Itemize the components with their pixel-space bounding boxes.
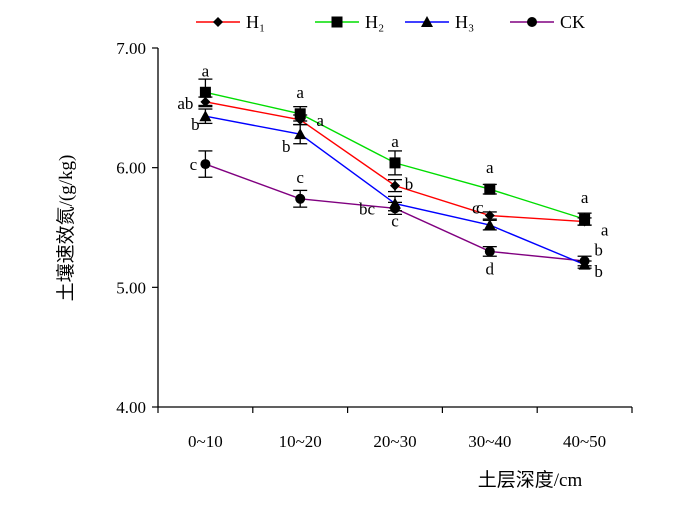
x-tick-label: 10~20 (279, 432, 322, 451)
significance-letter: bc (359, 199, 376, 218)
data-point-square (199, 86, 211, 98)
x-tick-label: 30~40 (468, 432, 511, 451)
legend-item-3: H₃ (405, 12, 474, 32)
data-point-triangle (199, 110, 212, 122)
y-tick-label: 4.00 (116, 398, 146, 417)
significance-letter: a (486, 158, 494, 177)
legend-label: H₁ (246, 12, 265, 32)
data-point-triangle (483, 219, 496, 231)
series-layer (198, 78, 592, 270)
legend-label: H₂ (365, 12, 384, 32)
significance-letter: c (472, 199, 480, 218)
y-axis-title: 土壤速效氮/(g/kg) (55, 155, 77, 302)
significance-letter: c (190, 155, 198, 174)
significance-letter: ab (177, 94, 193, 113)
data-point-triangle (421, 16, 433, 27)
y-tick-label: 7.00 (116, 39, 146, 58)
significance-letter: b (282, 137, 291, 156)
significance-letter: a (581, 188, 589, 207)
significance-letter: a (316, 111, 324, 130)
data-point-square (389, 157, 401, 169)
x-tick-label: 40~50 (563, 432, 606, 451)
significance-letter: a (202, 61, 210, 80)
x-tick-label: 0~10 (188, 432, 223, 451)
significance-letter: d (486, 259, 495, 278)
significance-letter: b (594, 262, 603, 281)
data-point-circle (200, 159, 211, 170)
significance-letter: a (601, 221, 609, 240)
data-point-square (331, 16, 343, 28)
legend-label: H₃ (455, 12, 474, 32)
data-point-diamond (213, 17, 223, 27)
significance-letter: a (296, 83, 304, 102)
significance-letter: c (296, 168, 304, 187)
data-point-triangle (294, 128, 307, 140)
y-tick-label: 5.00 (116, 278, 146, 297)
legend: H₁ H₂ H₃ CK (196, 12, 585, 32)
data-point-square (484, 183, 496, 195)
significance-letter: b (405, 175, 414, 194)
significance-letter: b (594, 241, 603, 260)
axes: 4.00 5.00 6.00 7.00 0~10 10~20 20~30 30~40 40~50 (116, 39, 633, 451)
x-axis-title: 土层深度/cm (478, 469, 583, 491)
data-point-diamond (390, 180, 400, 191)
significance-letter: c (391, 212, 399, 231)
legend-item-4: CK (510, 12, 585, 32)
significance-letter: c (476, 198, 484, 217)
data-point-triangle (578, 258, 591, 270)
data-point-circle (484, 246, 495, 257)
y-tick-label: 6.00 (116, 159, 146, 178)
data-point-triangle (389, 197, 401, 209)
legend-label: CK (560, 12, 585, 32)
legend-item-2: H₂ (315, 12, 384, 32)
legend-item-1: H₁ (196, 12, 265, 32)
data-point-square (579, 213, 591, 225)
significance-letter: a (391, 132, 399, 151)
data-point-circle (295, 193, 306, 204)
data-point-diamond (484, 210, 495, 221)
data-point-circle (527, 17, 537, 27)
series-points-2 (198, 78, 592, 226)
data-point-square (294, 108, 306, 120)
x-tick-label: 20~30 (373, 432, 416, 451)
significance-letter: b (191, 115, 200, 134)
